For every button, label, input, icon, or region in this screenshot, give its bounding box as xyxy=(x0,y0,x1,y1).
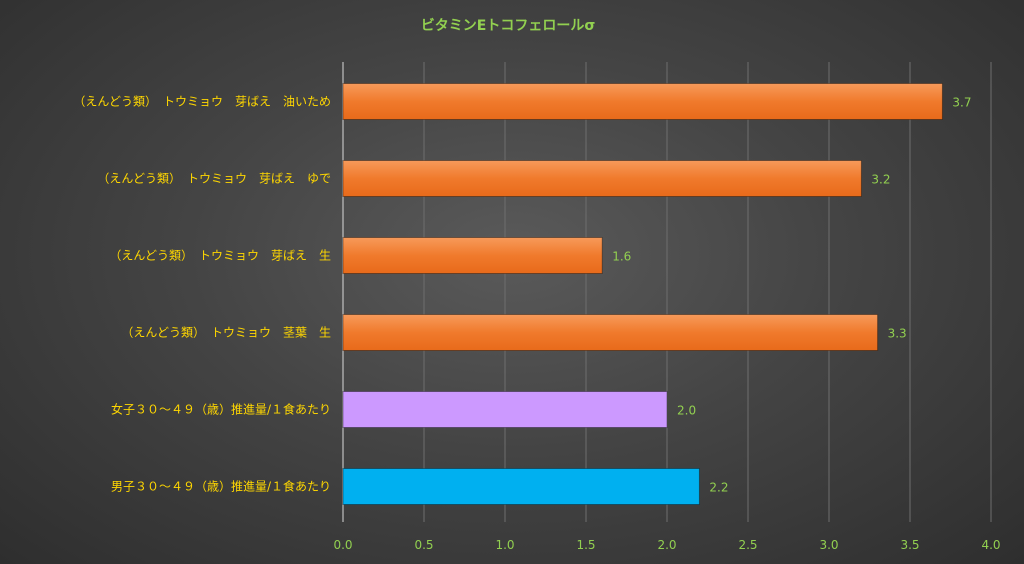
data-label: 3.2 xyxy=(871,173,890,187)
value-labels: 3.7 3.2 1.6 3.3 2.0 2.2 xyxy=(612,96,971,495)
x-tick-label: 3.0 xyxy=(819,538,838,552)
data-label: 3.3 xyxy=(888,327,907,341)
data-label: 3.7 xyxy=(952,96,971,110)
x-tick-label: 2.0 xyxy=(657,538,676,552)
data-label: 2.2 xyxy=(709,481,728,495)
bar xyxy=(342,237,603,274)
category-labels: （えんどう類） トウミョウ 芽ばえ 油いため （えんどう類） トウミョウ 芽ばえ … xyxy=(73,95,331,494)
data-label: 2.0 xyxy=(677,404,696,418)
x-tick-label: 1.5 xyxy=(576,538,595,552)
category-label: （えんどう類） トウミョウ 芽ばえ 油いため xyxy=(73,95,331,109)
bar xyxy=(342,468,700,505)
category-label: 男子３０～４９（歳）推進量/１食あたり xyxy=(111,479,331,494)
bars xyxy=(342,83,943,505)
data-label: 1.6 xyxy=(612,250,631,264)
category-label: 女子３０～４９（歳）推進量/１食あたり xyxy=(111,402,331,417)
x-tick-label: 2.5 xyxy=(738,538,757,552)
bar xyxy=(342,391,668,428)
bar xyxy=(342,83,943,120)
bar xyxy=(342,314,879,351)
x-tick-label: 0.5 xyxy=(414,538,433,552)
x-tick-label: 1.0 xyxy=(495,538,514,552)
chart-title: ビタミンEトコフェロールσ xyxy=(421,18,596,34)
gridlines xyxy=(342,62,992,522)
category-label: （えんどう類） トウミョウ 芽ばえ 生 xyxy=(109,249,331,263)
category-label: （えんどう類） トウミョウ 茎葉 生 xyxy=(121,326,331,340)
bar xyxy=(342,160,862,197)
x-tick-label: 4.0 xyxy=(981,538,1000,552)
x-tick-label: 3.5 xyxy=(900,538,919,552)
x-tick-label: 0.0 xyxy=(333,538,352,552)
category-label: （えんどう類） トウミョウ 芽ばえ ゆで xyxy=(97,172,331,186)
x-axis-tick-labels: 0.0 0.5 1.0 1.5 2.0 2.5 3.0 3.5 4.0 xyxy=(333,538,1000,552)
